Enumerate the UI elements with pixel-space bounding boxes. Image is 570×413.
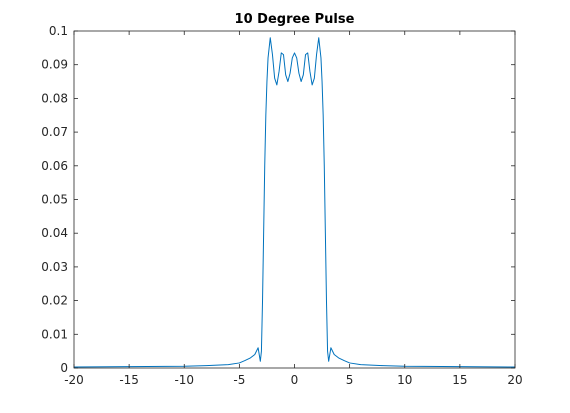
y-tick-label: 0.03 [41,260,68,274]
plot-background [74,31,515,368]
x-tick-label: -5 [233,373,245,387]
y-axis: 0 0.01 0.02 0.03 0.04 0.05 0.06 0.07 0.08 0.09 0.1 [41,24,515,375]
y-tick-label: 0.09 [41,58,68,72]
y-tick-label: 0.06 [41,159,68,173]
x-tick-label: -10 [174,373,194,387]
y-tick-label: 0.08 [41,91,68,105]
y-tick-label: 0.01 [41,327,68,341]
y-tick-label: 0.05 [41,193,68,207]
chart-title: 10 Degree Pulse [235,12,355,27]
x-tick-label: 20 [507,373,522,387]
y-tick-label: 0.1 [49,24,68,38]
y-tick-label: 0.07 [41,125,68,139]
x-tick-label: -15 [119,373,139,387]
x-tick-label: 0 [291,373,299,387]
y-tick-label: 0 [60,361,68,375]
y-tick-label: 0.04 [41,226,68,240]
x-axis: -20 -15 -10 -5 0 5 10 15 20 [64,31,523,387]
series-layer [73,37,516,368]
x-tick-label: 10 [397,373,412,387]
x-tick-label: 5 [346,373,354,387]
series-line [73,37,516,368]
y-tick-label: 0.02 [41,294,68,308]
x-tick-label: 15 [452,373,467,387]
x-tick-label: -20 [64,373,84,387]
